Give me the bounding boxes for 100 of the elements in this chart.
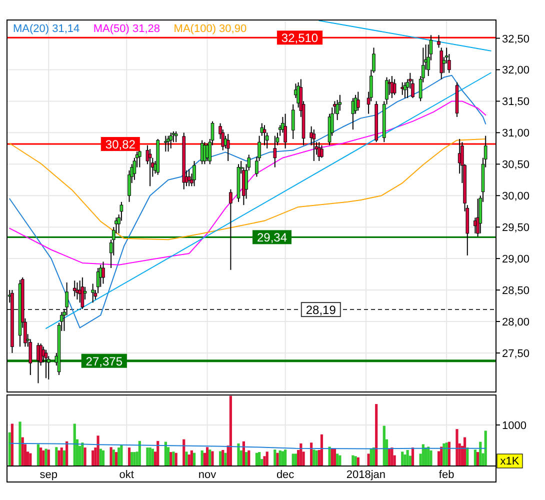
- bar: [102, 450, 105, 466]
- bar: [278, 450, 282, 466]
- candlestick: [174, 130, 178, 143]
- bar: [174, 452, 178, 466]
- bar: [312, 450, 316, 466]
- bar: [96, 436, 100, 466]
- bar: [190, 450, 193, 466]
- ref-line-label: 32,510: [281, 31, 318, 46]
- bar: [8, 432, 11, 466]
- candlestick: [312, 129, 316, 162]
- bar: [336, 454, 339, 466]
- ref-line-label: 30,82: [105, 138, 136, 152]
- x-tick-label: dec: [276, 469, 295, 481]
- bar: [188, 454, 190, 466]
- bar: [255, 452, 258, 466]
- bar: [21, 437, 24, 466]
- text: MA(20) 31,14: [13, 23, 80, 35]
- y-tick-label: 27,50: [502, 348, 530, 360]
- bar: [476, 452, 480, 466]
- bar: [382, 426, 386, 466]
- candlestick: [356, 91, 360, 112]
- bar: [229, 396, 232, 466]
- bar: [445, 442, 448, 466]
- ref-line-label: 28,19: [306, 303, 336, 318]
- y-tick-label: 30,00: [502, 190, 530, 203]
- y-tick-label: 28,00: [502, 316, 530, 329]
- candlestick: [273, 135, 277, 168]
- candlestick: [102, 261, 105, 284]
- bar: [430, 450, 432, 466]
- bar: [328, 446, 331, 466]
- bar: [206, 447, 209, 466]
- x-tick-label: sep: [40, 469, 58, 481]
- bar: [29, 453, 32, 466]
- bar: [333, 448, 336, 466]
- line-series: [9, 100, 486, 266]
- text: x1K: [500, 456, 520, 468]
- bar: [44, 448, 48, 466]
- candlestick: [400, 82, 404, 96]
- bar: [18, 422, 22, 466]
- candlestick: [291, 104, 295, 140]
- bar: [114, 452, 118, 466]
- bar: [375, 404, 378, 466]
- candlestick: [166, 135, 170, 152]
- bar: [156, 440, 160, 466]
- bar: [58, 450, 60, 466]
- y-tick-label: 1000: [502, 420, 526, 432]
- bar: [182, 439, 186, 466]
- candlestick: [476, 198, 480, 238]
- bar: [463, 437, 466, 466]
- bar: [192, 452, 196, 466]
- bar: [354, 456, 357, 466]
- bar: [284, 450, 287, 466]
- x-tick-label: 2018jan: [346, 469, 386, 481]
- ref-line-label: 29,34: [256, 230, 288, 245]
- bar: [401, 452, 404, 466]
- bar: [185, 452, 188, 466]
- candlestick: [262, 124, 266, 146]
- bar: [245, 452, 248, 466]
- bar: [55, 447, 58, 466]
- y-tick-label: 32,50: [502, 33, 530, 46]
- bar: [367, 454, 370, 466]
- bar: [200, 450, 204, 466]
- bar: [42, 450, 45, 466]
- y-tick-label: 28,50: [502, 285, 530, 298]
- y-tick-label: 29,50: [502, 222, 530, 234]
- bar: [258, 452, 261, 466]
- bar: [66, 441, 68, 466]
- x-tick-label: feb: [438, 469, 454, 481]
- bar: [110, 447, 112, 466]
- candlestick: [229, 188, 232, 270]
- y-tick-label: 31,00: [502, 128, 530, 140]
- bar: [112, 450, 115, 466]
- bar: [99, 448, 102, 466]
- bar: [338, 455, 342, 466]
- bar: [170, 452, 172, 466]
- bar: [120, 444, 123, 466]
- bar: [84, 448, 86, 466]
- bar: [310, 442, 313, 466]
- bar: [442, 443, 446, 466]
- bar: [274, 450, 276, 466]
- bar: [36, 444, 40, 466]
- text: MA(100) 30,90: [174, 23, 247, 35]
- candlestick: [320, 144, 324, 158]
- candlestick: [44, 349, 48, 379]
- bar: [118, 448, 120, 466]
- bar: [133, 452, 136, 466]
- bar: [146, 448, 149, 466]
- bar: [92, 450, 94, 466]
- bar: [388, 448, 391, 466]
- bar: [320, 434, 324, 466]
- y-tick-label: 32,00: [502, 64, 530, 77]
- bar: [81, 442, 84, 466]
- bar: [406, 450, 409, 466]
- candlestick: [440, 47, 444, 80]
- candlestick: [403, 82, 407, 99]
- candlestick: [91, 283, 94, 304]
- bar: [352, 455, 354, 466]
- x-tick-label: nov: [198, 469, 217, 481]
- bar: [484, 430, 487, 466]
- bar: [130, 452, 134, 466]
